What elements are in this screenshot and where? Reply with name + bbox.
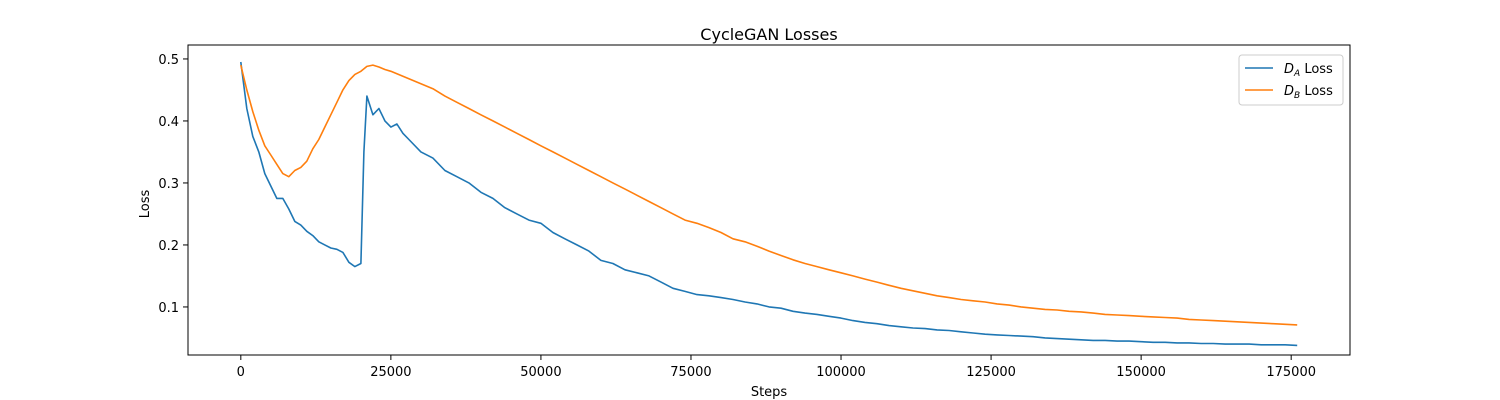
x-tick-label: 75000 — [670, 365, 711, 380]
y-tick-label: 0.5 — [158, 53, 179, 68]
y-tick-label: 0.3 — [158, 177, 179, 192]
legend: DA Loss DB Loss — [1238, 54, 1344, 106]
x-tick-label: 100000 — [816, 365, 866, 380]
y-tick-label: 0.1 — [158, 301, 179, 316]
y-axis-label: Loss — [138, 190, 153, 219]
x-tick-label: 175000 — [1266, 365, 1316, 380]
y-tick-label: 0.2 — [158, 239, 179, 254]
legend-label-b: DB Loss — [1284, 84, 1333, 101]
chart-title: CycleGAN Losses — [700, 25, 837, 44]
x-tick-label: 150000 — [1116, 365, 1166, 380]
x-tick-label: 125000 — [966, 365, 1016, 380]
y-tick-label: 0.4 — [158, 115, 179, 130]
x-tick-label: 50000 — [520, 365, 561, 380]
series-line-a — [240, 61, 1298, 347]
plot-frame — [187, 44, 1351, 356]
series-line-b — [240, 64, 1298, 326]
series-lines — [240, 61, 1298, 347]
y-axis-ticks: 0.1 0.2 0.3 0.4 0.5 — [158, 53, 188, 316]
x-tick-label: 25000 — [370, 365, 411, 380]
x-tick-label: 0 — [237, 365, 245, 380]
x-axis-label: Steps — [751, 385, 788, 400]
x-axis-ticks: 0 25000 50000 75000 100000 125000 150000 175000 — [237, 355, 1316, 380]
legend-label-a: DA Loss — [1284, 62, 1333, 79]
